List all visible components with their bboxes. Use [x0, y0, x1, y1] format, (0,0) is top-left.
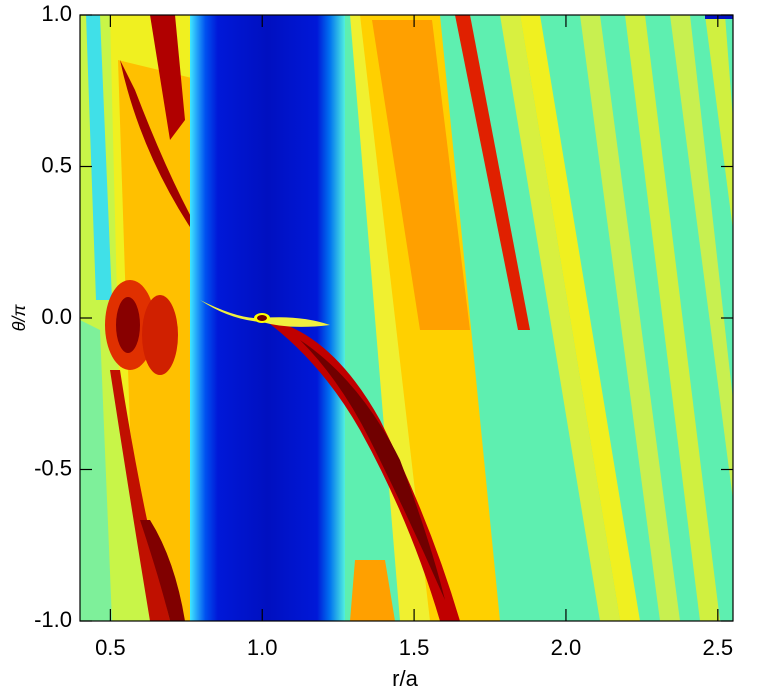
- y-tick-label: 0.5: [41, 152, 72, 177]
- x-tick-label: 1.0: [247, 635, 278, 660]
- x-tick-label: 2.0: [551, 635, 582, 660]
- y-tick-label: -0.5: [34, 455, 72, 480]
- axes: 0.5 1.0 1.5 2.0 2.5 -1.0 -0.5 0.0 0.5 1.0: [34, 1, 733, 660]
- y-tick-label: -1.0: [34, 607, 72, 632]
- x-tick-label: 1.5: [399, 635, 430, 660]
- y-tick-label: 1.0: [41, 1, 72, 26]
- x-tick-label: 0.5: [95, 635, 126, 660]
- density-field: [80, 15, 733, 621]
- x-axis-label: r/a: [392, 666, 418, 691]
- y-axis-label: θ/π: [9, 304, 29, 332]
- x-tick-label: 2.5: [703, 635, 734, 660]
- y-tick-label: 0.0: [41, 304, 72, 329]
